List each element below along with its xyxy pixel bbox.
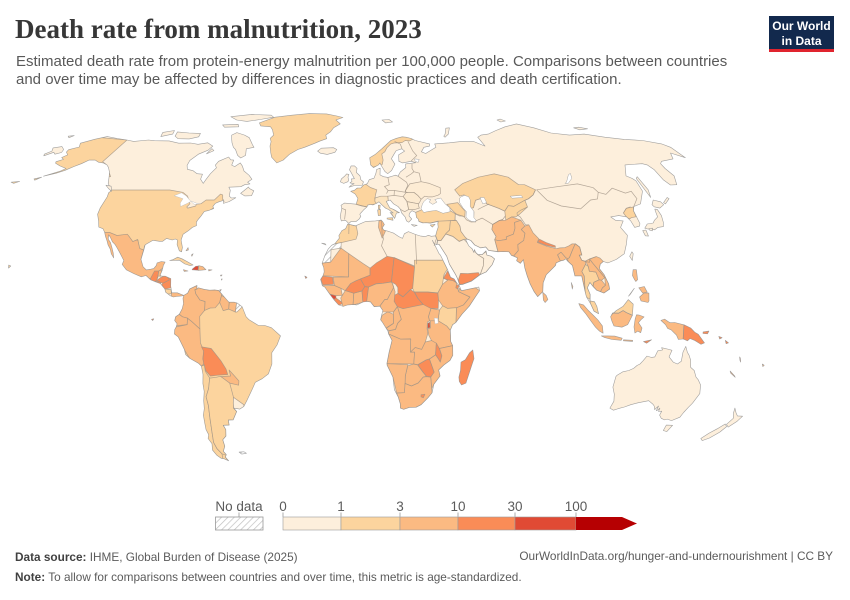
- svg-text:3: 3: [396, 499, 404, 514]
- svg-text:1: 1: [337, 499, 345, 514]
- svg-text:No data: No data: [215, 499, 263, 514]
- svg-text:30: 30: [507, 499, 522, 514]
- svg-text:0: 0: [279, 499, 287, 514]
- svg-text:100: 100: [565, 499, 588, 514]
- svg-text:10: 10: [450, 499, 465, 514]
